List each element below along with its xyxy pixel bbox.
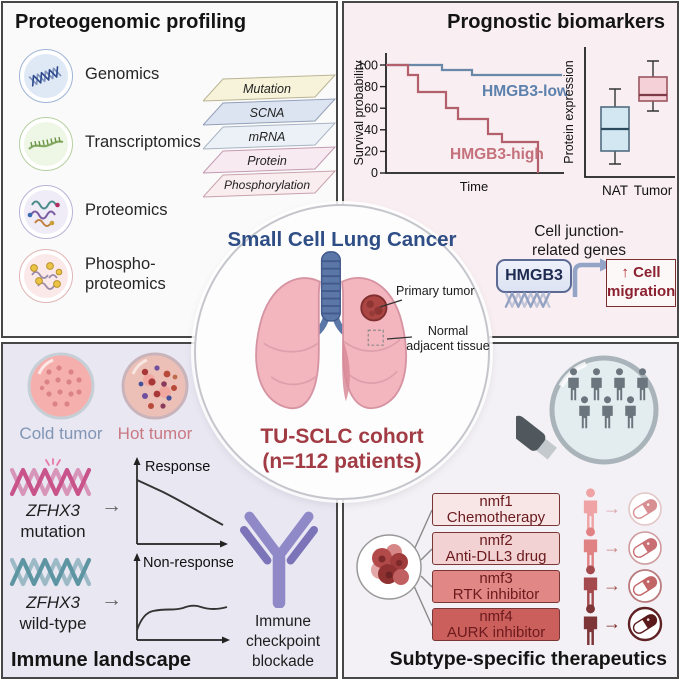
annotation-lines <box>379 299 413 340</box>
nmf4-box: nmf4 AURK inhibitor <box>432 608 560 641</box>
magnifier-cohort-icon <box>516 355 659 465</box>
survival-curve-chart: 100 80 60 40 20 0 Survival probability T… <box>354 53 567 194</box>
icb-label: Immune checkpoint blockade <box>245 613 321 671</box>
survival-label-low: HMGB3-low <box>482 83 567 100</box>
pill-icon-nmf4 <box>627 606 663 642</box>
response-label: Response <box>145 459 210 475</box>
cohort-name: TU-SCLC cohort <box>260 425 424 448</box>
zfhx3-mutation-dna-icon <box>9 458 97 498</box>
boxplot-cat-tumor: Tumor <box>634 183 673 198</box>
primary-tumor-label: Primary tumor <box>396 284 475 298</box>
zfhx3-mutation-label: ZFHX3 mutation <box>20 501 86 542</box>
survival-curve-high <box>386 63 540 173</box>
omics-label-genomics: Genomics <box>85 65 160 83</box>
patient-icon-nmf4 <box>581 604 600 646</box>
up-arrow-icon: ↑ <box>621 264 629 282</box>
transcriptomics-icon <box>19 117 73 171</box>
layer-label-phosphorylation: Phosphorylation <box>224 178 310 192</box>
response-graph: Response <box>133 457 228 548</box>
hot-tumor-label: Hot tumor <box>117 424 193 443</box>
layer-label-protein: Protein <box>247 154 287 168</box>
nmf3-box: nmf3 RTK inhibitor <box>432 570 560 603</box>
ytick: 60 <box>364 102 378 116</box>
ytick: 80 <box>364 80 378 94</box>
panel-title: Immune landscape <box>11 649 192 671</box>
trachea-icon <box>320 251 341 322</box>
proteomics-icon <box>19 185 73 239</box>
layer-label-mrna: mRNA <box>249 130 286 144</box>
cold-tumor-label: Cold tumor <box>19 424 103 443</box>
arrow-icon: → <box>603 575 621 595</box>
response-curve <box>136 479 224 526</box>
omics-layer-stack: Mutation SCNA mRNA Protein Phosphorylati… <box>203 74 337 198</box>
survival-ylabel: Survival probability <box>354 60 366 166</box>
omics-label-phosphoproteomics: Phospho-proteomics <box>85 255 166 293</box>
phosphoproteomics-icon <box>19 249 73 303</box>
survival-label-high: HMGB3-high <box>450 146 544 163</box>
survival-xlabel: Time <box>460 179 488 194</box>
nonresponse-graph: Non-response <box>133 553 233 644</box>
ytick: 100 <box>357 59 378 73</box>
flow-arrow-icon: → <box>101 588 122 611</box>
antibody-icon <box>239 511 318 608</box>
boxplot-cat-nat: NAT <box>602 183 628 198</box>
zfhx3-wildtype-dna-icon <box>9 556 97 588</box>
genomics-icon <box>19 49 73 103</box>
layer-label-mutation: Mutation <box>243 82 291 96</box>
ytick: 0 <box>371 166 378 180</box>
center-cohort-circle: Small Cell Lung Cancer <box>194 204 490 500</box>
hmgb3-gene-chip: HMGB3 <box>496 259 572 293</box>
panel-title: Subtype-specific therapeutics <box>389 648 667 670</box>
flow-arrow-icon: → <box>101 494 122 517</box>
panel-prognostic-biomarkers: Prognostic biomarkers 100 80 60 40 20 0 … <box>342 1 679 338</box>
survival-curve-low <box>386 63 562 77</box>
layer-label-scna: SCNA <box>250 106 285 120</box>
panel-immune-landscape: Cold tumor Hot tumor ZFHX3 mutation → <box>1 342 338 679</box>
lungs-illustration <box>255 251 407 410</box>
patient-icon-nmf3 <box>581 565 600 607</box>
nat-region-box <box>367 329 384 346</box>
center-title: Small Cell Lung Cancer <box>227 228 457 251</box>
nonresponse-label: Non-response <box>143 555 233 571</box>
pill-icon-nmf2 <box>628 531 662 565</box>
zfhx3-wildtype-label: ZFHX3 wild-type <box>19 593 87 634</box>
panel-proteogenomic-profiling: Proteogenomic profiling Genomics Transcr… <box>1 1 338 338</box>
tumor-cluster-icon <box>356 534 422 600</box>
primary-tumor-icon <box>360 294 388 322</box>
cell-junction-heading: Cell junction- related genes <box>532 223 626 259</box>
pill-icon-nmf3 <box>628 569 662 603</box>
omics-label-transcriptomics: Transcriptomics <box>85 133 201 151</box>
patient-icon-nmf1 <box>581 488 600 530</box>
pill-icon-nmf1 <box>628 492 662 526</box>
panel-title: Prognostic biomarkers <box>447 11 665 33</box>
arrow-icon: → <box>603 613 621 633</box>
cohort-size: (n=112 patients) <box>262 450 422 473</box>
cell-migration-box: ↑ Cell migration <box>606 259 676 307</box>
nmf2-box: nmf2 Anti-DLL3 drug <box>432 532 560 565</box>
protein-expression-boxplot: Protein expression NAT Tumor <box>563 47 675 198</box>
panel-title: Proteogenomic profiling <box>15 11 247 33</box>
hot-tumor-icon <box>121 352 189 420</box>
patient-icon-nmf2 <box>581 527 600 569</box>
omics-label-proteomics: Proteomics <box>85 201 168 219</box>
panel-subtype-therapeutics: nmf1 Chemotherapy nmf2 Anti-DLL3 drug nm… <box>342 342 679 679</box>
nonresponse-curve <box>136 604 228 631</box>
boxplot-ylabel: Protein expression <box>563 60 576 164</box>
arrow-icon: → <box>603 537 621 557</box>
ytick: 40 <box>364 123 378 137</box>
nat-label: Normal adjacent tissue <box>406 324 490 353</box>
ytick: 20 <box>364 145 378 159</box>
cold-tumor-icon <box>27 352 95 420</box>
nmf1-box: nmf1 Chemotherapy <box>432 493 560 526</box>
arrow-icon: → <box>603 498 621 518</box>
